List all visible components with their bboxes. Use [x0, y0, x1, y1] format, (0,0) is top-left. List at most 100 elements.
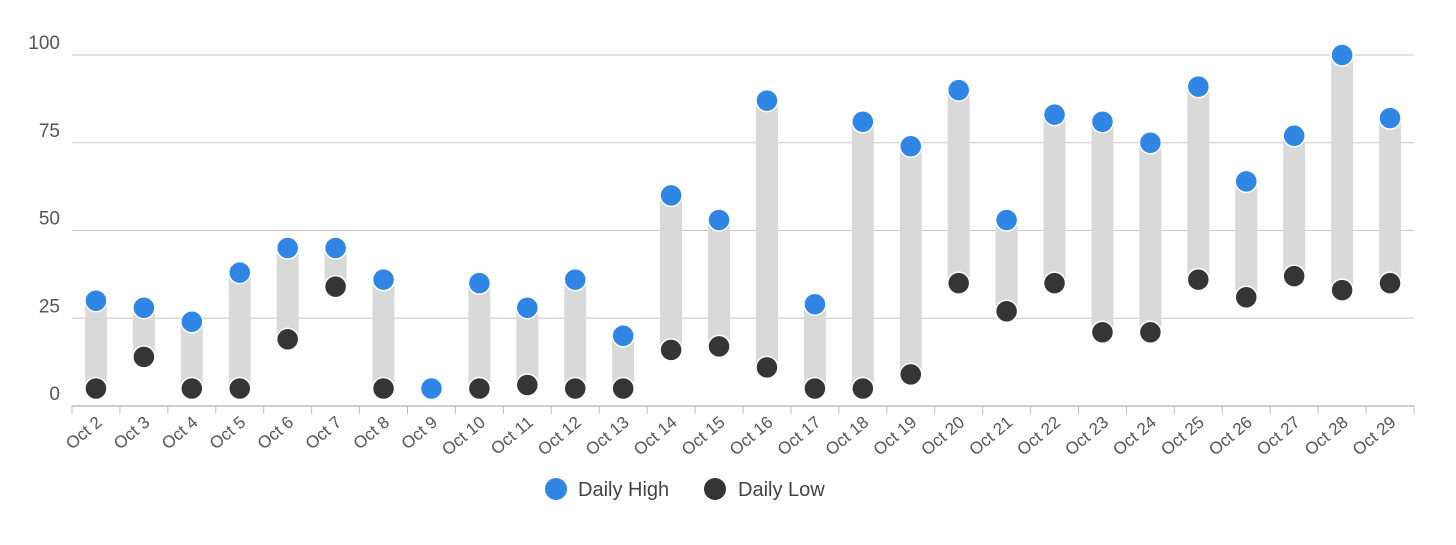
legend: Daily High Daily Low	[545, 478, 825, 501]
daily-low-point	[946, 271, 971, 295]
daily-low-point	[515, 373, 540, 397]
x-tick-label: Oct 20	[918, 413, 969, 460]
range-bar	[899, 146, 922, 375]
daily-high-point	[707, 208, 731, 232]
range-bar	[660, 195, 683, 350]
daily-high-point	[371, 267, 396, 292]
y-tick-label: 50	[39, 209, 60, 230]
y-tick-label: 100	[28, 33, 60, 54]
daily-high-point	[132, 295, 156, 320]
range-bar	[1139, 142, 1162, 333]
x-tick-label: Oct 16	[726, 413, 777, 460]
x-tick-label: Oct 17	[774, 413, 825, 460]
daily-high-point	[84, 288, 108, 313]
range-bar	[132, 307, 155, 357]
daily-low-point	[132, 345, 156, 369]
x-tick-label: Oct 4	[158, 413, 201, 454]
daily-low-point	[371, 376, 396, 401]
legend-swatch	[545, 478, 567, 500]
range-bar	[468, 283, 491, 389]
x-tick-label: Oct 6	[254, 413, 297, 454]
x-tick-label: Oct 19	[870, 413, 921, 460]
daily-low-point	[1282, 264, 1306, 288]
daily-low-point	[563, 376, 587, 401]
daily-high-point	[1378, 106, 1402, 130]
daily-low-point	[1090, 320, 1115, 345]
daily-low-point	[851, 376, 875, 401]
daily-low-point	[899, 362, 923, 387]
daily-high-point	[467, 271, 492, 295]
range-bar	[564, 279, 587, 389]
daily-high-point	[228, 260, 252, 285]
range-bar	[612, 335, 635, 389]
legend-label: Daily Low	[738, 479, 825, 501]
daily-low-point	[611, 376, 635, 401]
daily-high-point	[1138, 131, 1163, 155]
daily-high-point	[1282, 123, 1306, 148]
daily-high-point	[323, 236, 348, 260]
y-tick-label: 0	[49, 384, 60, 405]
daily-low-point	[1234, 285, 1258, 309]
daily-low-point	[84, 376, 108, 401]
daily-high-point	[899, 134, 923, 159]
range-bar	[1379, 118, 1402, 284]
range-bar	[1187, 86, 1210, 280]
x-tick-label: Oct 18	[822, 413, 873, 460]
daily-high-point	[419, 376, 444, 401]
range-bar	[755, 100, 778, 368]
daily-low-point	[1042, 271, 1067, 295]
range-bar	[228, 272, 251, 389]
legend-swatch	[704, 478, 726, 500]
daily-high-point	[1234, 169, 1258, 194]
x-tick-label: Oct 2	[62, 413, 105, 454]
daily-low-point	[1378, 271, 1402, 295]
range-bar	[1091, 121, 1114, 333]
x-tick-label: Oct 25	[1157, 413, 1208, 460]
x-tick-label: Oct 26	[1205, 413, 1256, 460]
range-bar	[1283, 135, 1306, 277]
range-bar	[947, 90, 970, 284]
range-bar	[1331, 55, 1354, 291]
range-bar	[84, 300, 107, 389]
daily-high-point	[946, 78, 971, 102]
daily-low-point	[323, 274, 348, 299]
daily-high-point	[515, 295, 540, 320]
data-points	[84, 43, 1402, 401]
y-tick-label: 25	[39, 296, 60, 317]
x-tick-label: Oct 8	[350, 413, 393, 454]
daily-low-point	[803, 376, 827, 401]
x-tick-label: Oct 11	[487, 413, 537, 459]
daily-low-point	[659, 338, 683, 362]
range-bar	[1235, 181, 1258, 298]
range-bar	[180, 321, 203, 389]
x-tick-label: Oct 3	[110, 413, 153, 454]
range-bar	[803, 304, 826, 389]
daily-low-point	[228, 376, 252, 401]
daily-high-point	[275, 236, 300, 260]
daily-high-point	[180, 310, 204, 334]
range-bar	[372, 279, 395, 389]
range-bars	[84, 55, 1402, 389]
range-bar	[1043, 114, 1066, 284]
daily-low-point	[1186, 267, 1211, 292]
x-axis: Oct 2 Oct 3 Oct 4 Oct 5 Oct 6 Oct 7 Oct 8 Oct 9…	[62, 405, 1415, 460]
daily-high-point	[1330, 43, 1354, 67]
range-bar	[708, 219, 731, 347]
x-tick-label: Oct 15	[678, 413, 729, 460]
daily-low-point	[467, 376, 492, 401]
x-tick-label: Oct 28	[1301, 413, 1352, 460]
daily-high-point	[611, 324, 635, 348]
x-tick-label: Oct 5	[206, 413, 249, 454]
x-tick-label: Oct 13	[582, 413, 633, 460]
daily-high-point	[563, 267, 587, 292]
daily-high-point	[755, 88, 779, 113]
range-bar	[851, 121, 874, 389]
x-tick-label: Oct 10	[438, 413, 489, 460]
x-tick-label: Oct 24	[1109, 413, 1160, 460]
x-tick-label: Oct 23	[1061, 413, 1112, 460]
range-bar	[516, 307, 539, 385]
range-bar	[995, 219, 1018, 312]
legend-label: Daily High	[578, 479, 669, 501]
